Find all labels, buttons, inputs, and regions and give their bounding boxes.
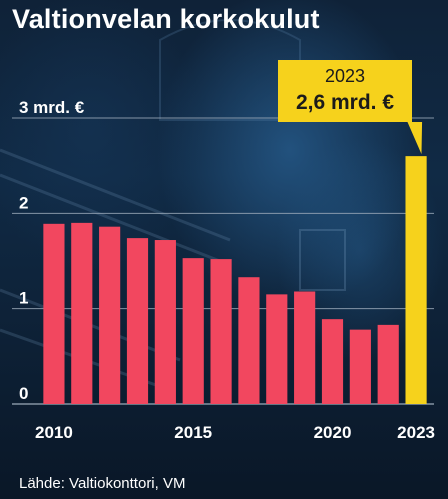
y-tick-label: 2 <box>19 193 28 212</box>
x-tick-label: 2015 <box>174 423 212 442</box>
bar <box>182 258 204 404</box>
bar-highlight <box>405 156 427 404</box>
bar <box>266 294 288 404</box>
bar <box>210 259 232 404</box>
bar <box>377 324 399 404</box>
source-note: Lähde: Valtiokonttori, VM <box>19 475 186 492</box>
callout-year: 2023 <box>325 66 365 86</box>
callout-value: 2,6 mrd. € <box>296 91 394 114</box>
bar <box>294 291 316 404</box>
bar <box>43 223 65 404</box>
bar <box>154 240 176 404</box>
bar <box>126 238 149 404</box>
x-tick-label: 2020 <box>314 423 352 442</box>
bar <box>349 329 371 404</box>
x-tick-label: 2010 <box>35 423 73 442</box>
bar <box>238 277 260 404</box>
bar <box>99 226 121 404</box>
bar <box>71 222 93 404</box>
bar <box>321 319 344 404</box>
bar-chart: 0 1 2 3 mrd. € 2010 2015 2020 2023 2023 2,6 mrd. … <box>12 60 435 442</box>
callout-box <box>278 60 423 155</box>
y-tick-label: 3 mrd. € <box>19 98 85 117</box>
y-tick-label: 0 <box>19 384 28 403</box>
y-tick-label: 1 <box>19 289 28 308</box>
x-tick-label: 2023 <box>397 423 435 442</box>
chart-title: Valtionvelan korkokulut <box>12 4 320 34</box>
